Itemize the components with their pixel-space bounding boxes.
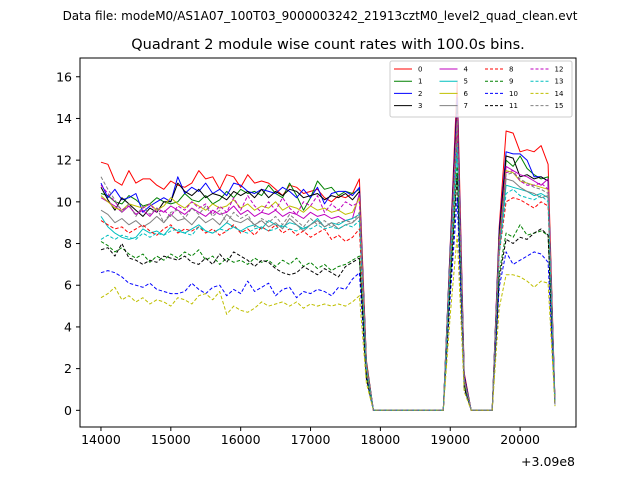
y-tick-label-4: 4 — [64, 319, 72, 334]
plot-lines — [100, 80, 556, 411]
x-tick-label-15000: 15000 — [151, 432, 191, 447]
y-tick-label-0: 0 — [64, 403, 72, 418]
x-axis: 14000 15000 16000 17000 18000 19000 20000 — [81, 427, 540, 447]
y-axis: 0 2 4 6 8 10 12 14 16 — [56, 69, 80, 418]
x-tick-label-14000: 14000 — [81, 432, 121, 447]
legend-label-12: 12 — [555, 66, 564, 74]
x-tick-label-16000: 16000 — [221, 432, 261, 447]
y-tick-label-16: 16 — [56, 69, 72, 84]
series-line-14 — [100, 234, 556, 411]
y-tick-label-10: 10 — [56, 194, 72, 209]
chart-title: Quadrant 2 module wise count rates with … — [131, 37, 525, 53]
legend-label-14: 14 — [555, 90, 564, 98]
plot-frame — [79, 57, 577, 428]
x-tick-label-17000: 17000 — [291, 432, 331, 447]
legend-label-1: 1 — [418, 78, 422, 86]
legend-label-6: 6 — [464, 90, 469, 98]
legend-label-11: 11 — [509, 102, 518, 110]
y-tick-label-14: 14 — [56, 111, 72, 126]
x-tick-label-18000: 18000 — [361, 432, 401, 447]
y-tick-label-12: 12 — [56, 153, 72, 168]
legend-label-7: 7 — [464, 102, 468, 110]
y-tick-label-2: 2 — [64, 361, 72, 376]
legend-label-3: 3 — [418, 102, 422, 110]
series-line-9 — [100, 165, 556, 411]
y-tick-label-8: 8 — [64, 236, 72, 251]
legend-label-9: 9 — [509, 78, 513, 86]
legend-label-15: 15 — [555, 102, 564, 110]
legend-label-5: 5 — [464, 78, 468, 86]
legend-box — [389, 60, 573, 118]
legend-label-2: 2 — [418, 90, 422, 98]
series-line-10 — [100, 197, 556, 411]
x-offset-label: +3.09e8 — [521, 454, 575, 469]
legend-label-4: 4 — [464, 66, 469, 74]
figure-suptitle: Data file: modeM0/AS1A07_100T03_90000032… — [63, 9, 578, 23]
legend-label-8: 8 — [509, 66, 513, 74]
y-tick-label-6: 6 — [64, 278, 72, 293]
legend-label-13: 13 — [555, 78, 564, 86]
legend-label-10: 10 — [509, 90, 518, 98]
legend-label-0: 0 — [418, 66, 422, 74]
series-line-15 — [100, 120, 556, 411]
x-tick-label-20000: 20000 — [500, 432, 540, 447]
x-tick-label-19000: 19000 — [430, 432, 470, 447]
